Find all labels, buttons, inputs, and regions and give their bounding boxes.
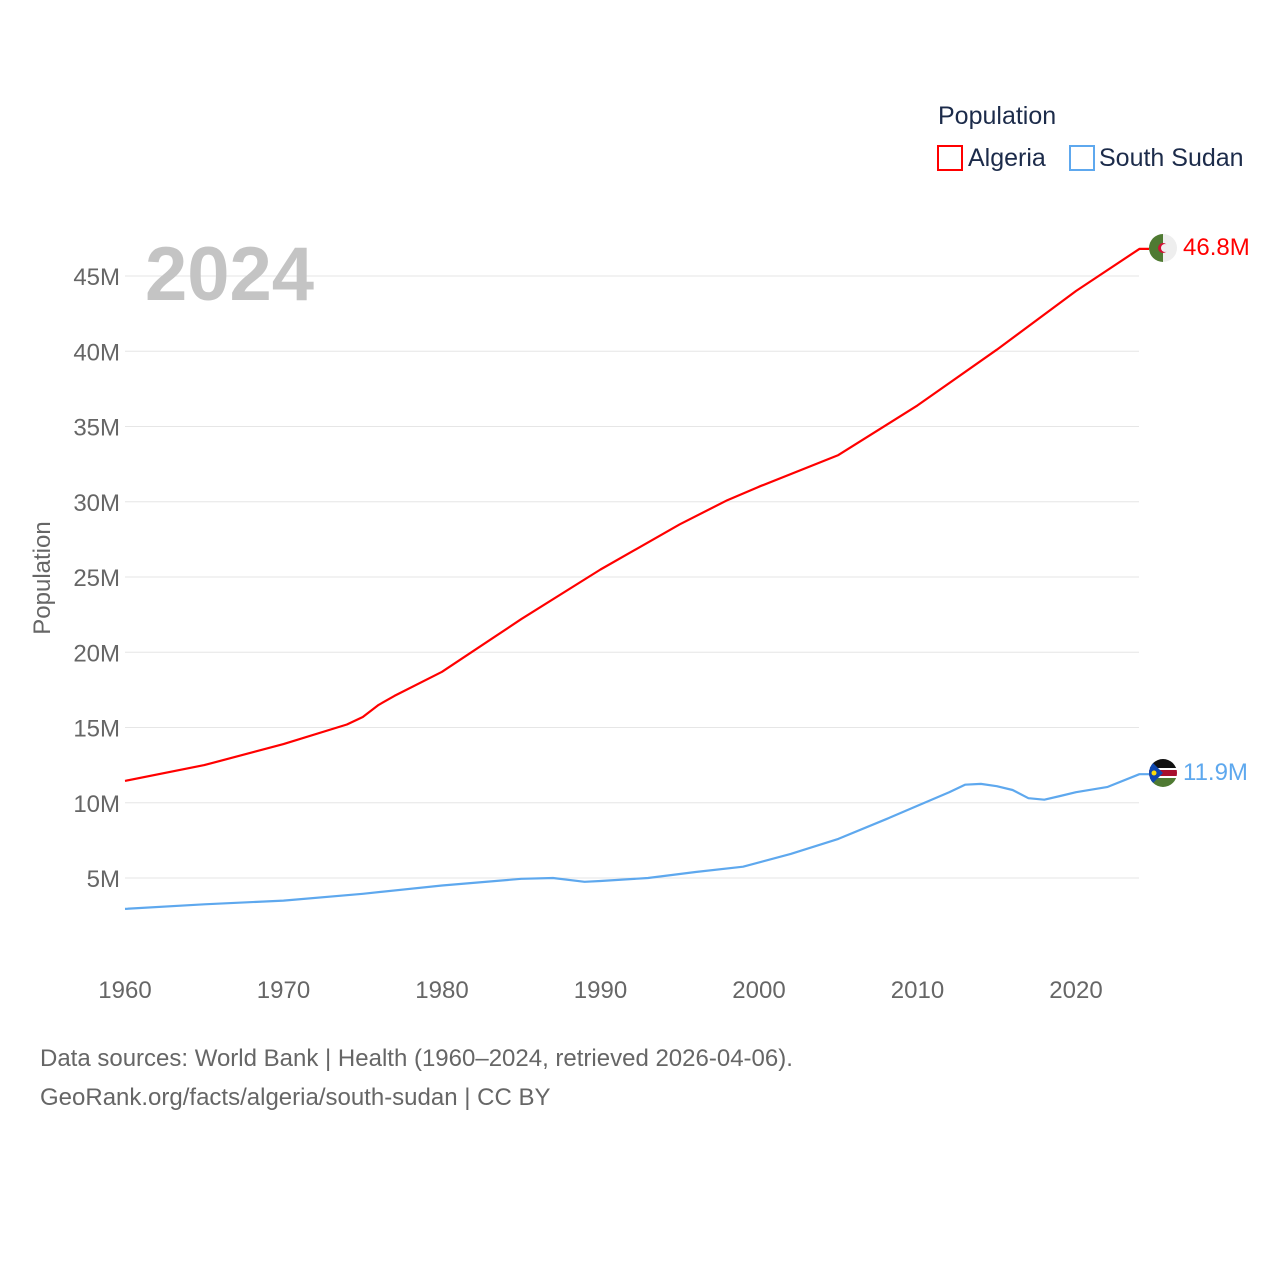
legend-label-algeria[interactable]: Algeria: [968, 144, 1046, 172]
x-tick-label: 1990: [574, 977, 627, 1004]
x-tick-label: 2010: [891, 977, 944, 1004]
y-tick-label: 20M: [73, 640, 120, 667]
data-sources-note: Data sources: World Bank | Health (1960–…: [40, 1045, 793, 1072]
legend-label-south-sudan[interactable]: South Sudan: [1099, 144, 1244, 172]
x-tick-label: 2000: [732, 977, 785, 1004]
x-tick-label: 1970: [257, 977, 310, 1004]
x-tick-label: 1980: [415, 977, 468, 1004]
y-tick-label: 35M: [73, 415, 120, 442]
y-tick-label: 10M: [73, 791, 120, 818]
y-tick-label: 40M: [73, 339, 120, 366]
x-tick-label: 2020: [1049, 977, 1102, 1004]
end-label-algeria: 46.8M: [1183, 234, 1250, 261]
population-chart: 5M 10M 15M 20M 25M 30M 35M 40M 45M 1960 1970 1980 1…: [29, 102, 1250, 1004]
series-line-algeria[interactable]: [124, 247, 1149, 782]
legend-swatch-algeria[interactable]: [937, 145, 963, 171]
y-tick-label: 45M: [73, 264, 120, 291]
x-tick-label: 1960: [98, 977, 151, 1004]
y-tick-label: 5M: [87, 866, 120, 893]
year-watermark: 2024: [145, 232, 314, 317]
series-line-south-sudan[interactable]: [124, 773, 1149, 910]
y-tick-label: 15M: [73, 716, 120, 743]
legend-title: Population: [938, 102, 1056, 130]
legend-swatch-south-sudan[interactable]: [1069, 145, 1095, 171]
y-axis-label: Population: [29, 521, 56, 634]
y-tick-label: 30M: [73, 490, 120, 517]
y-tick-label: 25M: [73, 565, 120, 592]
source-url-note: GeoRank.org/facts/algeria/south-sudan | …: [40, 1084, 551, 1111]
south-sudan-flag-icon: [1149, 759, 1177, 787]
end-label-south-sudan: 11.9M: [1183, 759, 1248, 786]
algeria-flag-icon: [1149, 234, 1177, 262]
legend: Population Algeria South Sudan: [937, 102, 1244, 172]
